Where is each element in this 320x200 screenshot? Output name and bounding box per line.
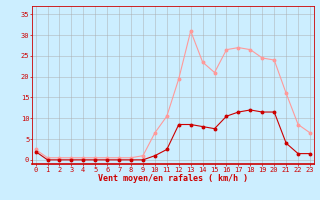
X-axis label: Vent moyen/en rafales ( km/h ): Vent moyen/en rafales ( km/h ) [98, 174, 248, 183]
